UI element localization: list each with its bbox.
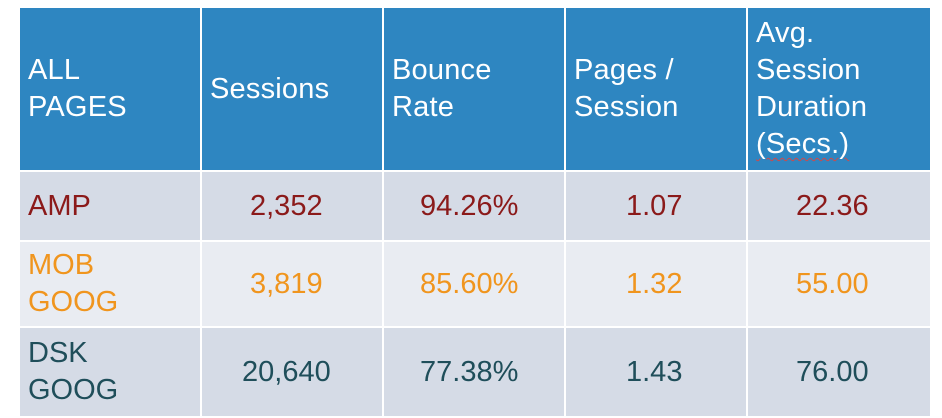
- row-dsk-bounce-rate: 77.38%: [384, 328, 564, 416]
- header-pages-per-session: Pages / Session: [566, 8, 746, 170]
- row-mob-sessions: 3,819: [202, 242, 382, 326]
- row-amp-sessions-value: 2,352: [250, 189, 323, 222]
- header-all-pages-label: ALL PAGES: [28, 54, 127, 123]
- header-sessions-label: Sessions: [210, 72, 330, 105]
- header-avg-duration-unit: (Secs.): [756, 128, 850, 160]
- row-dsk-pages-per-session: 1.43: [566, 328, 746, 416]
- row-amp-duration-value: 22.36: [796, 189, 869, 222]
- row-dsk-avg-duration: 76.00: [748, 328, 930, 416]
- row-amp-avg-duration: 22.36: [748, 172, 930, 240]
- row-amp-pages-value: 1.07: [626, 189, 683, 222]
- header-avg-session-duration: Avg. Session Duration (Secs.): [748, 8, 930, 170]
- row-mob-label: MOB GOOG: [28, 249, 119, 318]
- row-dsk-sessions-value: 20,640: [242, 355, 331, 388]
- header-pages-per-session-label: Pages / Session: [574, 54, 679, 123]
- row-mob-sessions-value: 3,819: [250, 267, 323, 300]
- row-dsk-name: DSK GOOG: [20, 328, 200, 416]
- row-mob-bounce-rate: 85.60%: [384, 242, 564, 326]
- row-mob-pages-value: 1.32: [626, 267, 683, 300]
- header-avg-duration-label: Avg. Session Duration: [756, 17, 868, 123]
- row-dsk-sessions: 20,640: [202, 328, 382, 416]
- row-amp-pages-per-session: 1.07: [566, 172, 746, 240]
- row-dsk-bounce-rate-value: 77.38%: [420, 355, 519, 388]
- row-dsk-label: DSK GOOG: [28, 337, 119, 406]
- header-bounce-rate: Bounce Rate: [384, 8, 564, 170]
- row-mob-pages-per-session: 1.32: [566, 242, 746, 326]
- row-mob-bounce-rate-value: 85.60%: [420, 267, 519, 300]
- row-amp-label: AMP: [28, 189, 91, 222]
- header-sessions: Sessions: [202, 8, 382, 170]
- header-avg-duration-text: Avg. Session Duration (Secs.): [756, 15, 867, 163]
- row-dsk-duration-value: 76.00: [796, 355, 869, 388]
- header-all-pages: ALL PAGES: [20, 8, 200, 170]
- row-mob-name: MOB GOOG: [20, 242, 200, 326]
- row-amp-name: AMP: [20, 172, 200, 240]
- row-amp-bounce-rate-value: 94.26%: [420, 189, 519, 222]
- row-mob-avg-duration: 55.00: [748, 242, 930, 326]
- row-mob-duration-value: 55.00: [796, 267, 869, 300]
- row-amp-sessions: 2,352: [202, 172, 382, 240]
- row-dsk-pages-value: 1.43: [626, 355, 683, 388]
- metrics-table: ALL PAGES Sessions Bounce Rate Pages / S…: [20, 8, 930, 416]
- row-amp-bounce-rate: 94.26%: [384, 172, 564, 240]
- header-bounce-rate-label: Bounce Rate: [392, 54, 492, 123]
